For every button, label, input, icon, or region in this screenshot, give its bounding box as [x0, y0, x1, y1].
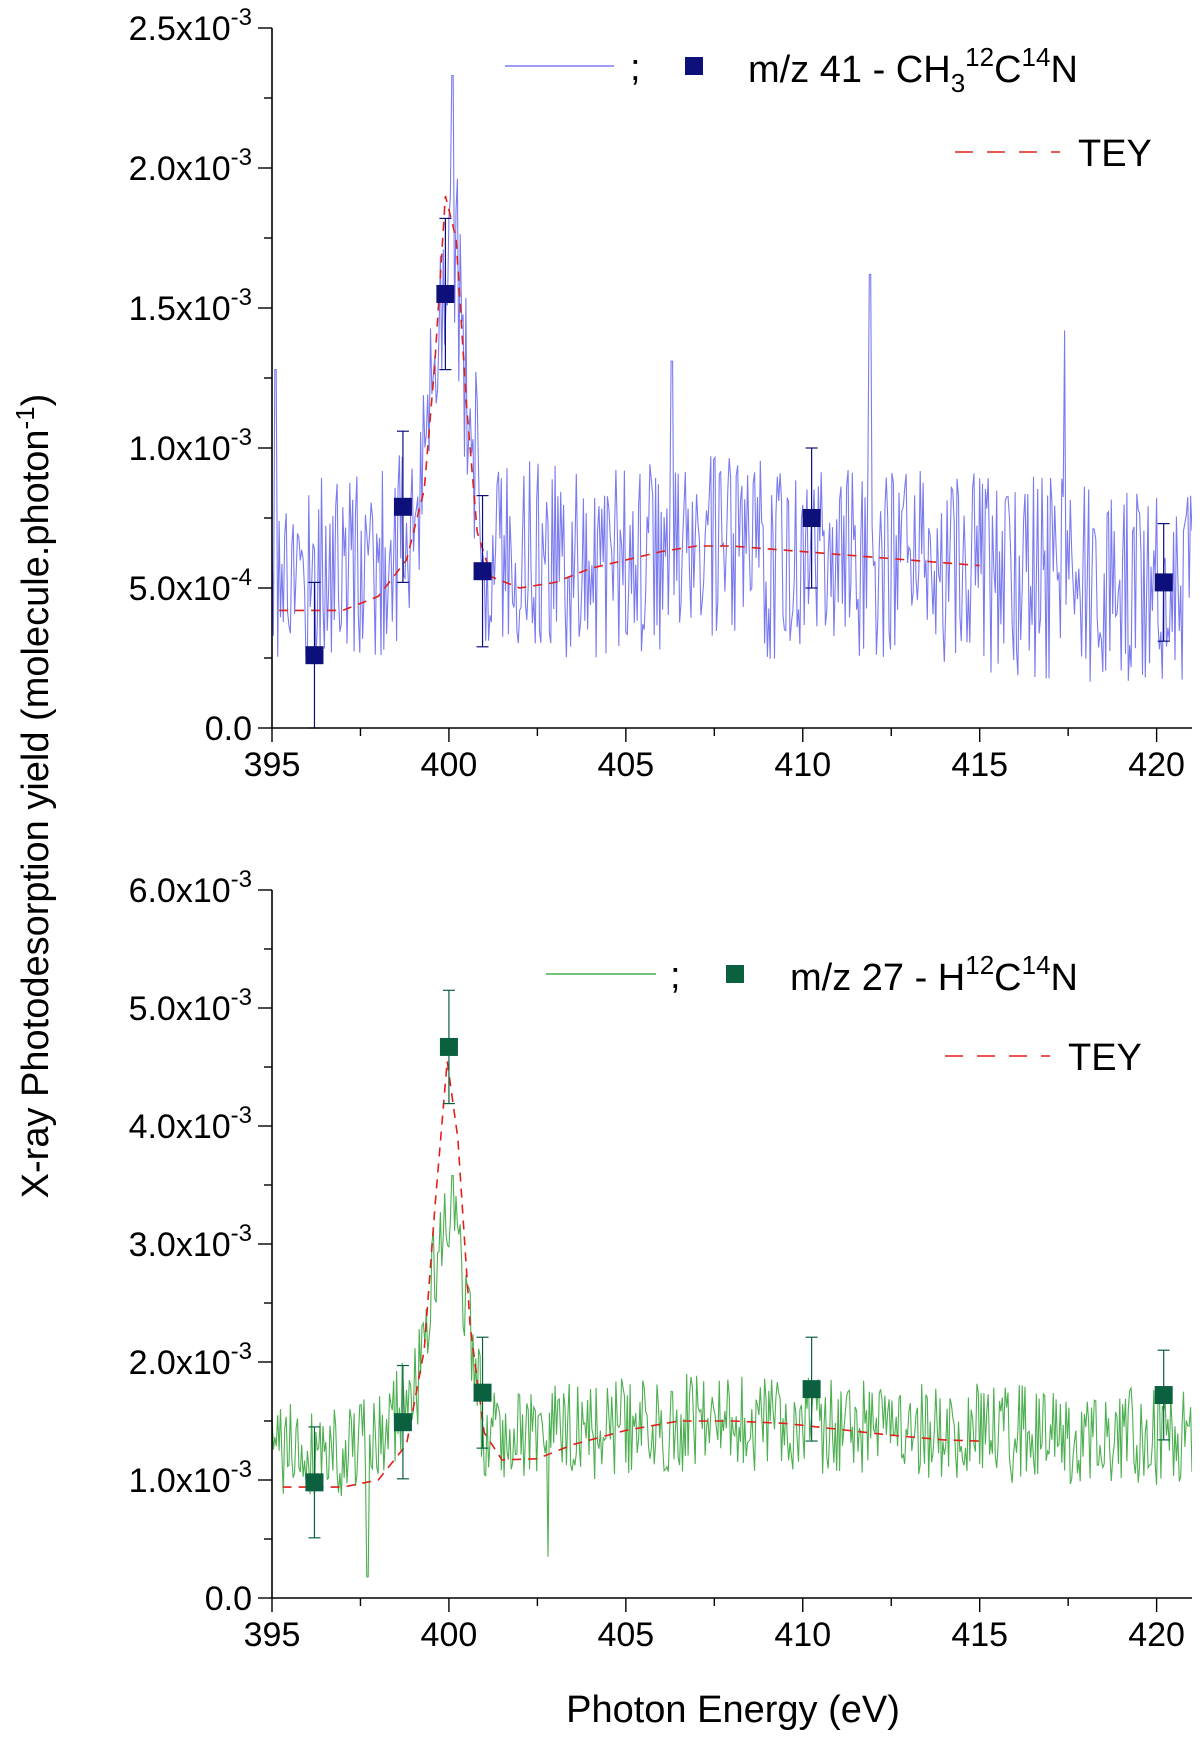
x-tick-label: 415: [951, 1616, 1008, 1654]
y-tick-label: 4.0x10-3: [129, 1102, 252, 1146]
data-marker: [439, 1037, 458, 1056]
y-tick-label: 5.0x10-3: [129, 984, 252, 1028]
y-axis-title-sup: -1: [10, 406, 40, 429]
legend-series-label: m/z 27 - H12C14N: [790, 950, 1078, 999]
y-tick-label: 3.0x10-3: [129, 1220, 252, 1264]
data-marker: [393, 1413, 412, 1432]
legend: ; m/z 27 - H12C14N TEY: [546, 950, 1142, 1079]
signal-line: [272, 1175, 1192, 1578]
y-tick-label: 1.0x10-3: [129, 424, 252, 468]
legend-marker-swatch: [726, 965, 744, 983]
data-marker: [436, 285, 455, 303]
y-tick-label: 6.0x10-3: [129, 866, 252, 910]
x-tick-label: 415: [951, 746, 1008, 784]
data-marker: [305, 646, 324, 665]
y-tick-label: 1.5x10-3: [129, 284, 252, 328]
legend-separator: ;: [670, 955, 681, 997]
data-marker: [393, 497, 412, 516]
x-tick-label: 410: [774, 1616, 831, 1654]
data-marker: [802, 509, 821, 527]
y-axis-title-close: ): [15, 394, 57, 407]
data-marker: [473, 562, 492, 581]
x-tick-label: 395: [244, 746, 301, 784]
x-tick-label: 405: [597, 746, 654, 784]
y-tick-label: 2.0x10-3: [129, 1338, 252, 1382]
top-panel: 395 400 405 410 415 420 0.0 5.0x10-4 1.0x10-3 1.5…: [129, 4, 1192, 784]
data-marker: [305, 1473, 324, 1492]
data-marker: [1154, 573, 1173, 592]
y-tick-label: 5.0x10-4: [129, 564, 252, 608]
x-tick-label: 400: [421, 1616, 478, 1654]
y-tick-label: 0.0: [205, 710, 252, 748]
y-tick-label: 2.5x10-3: [129, 4, 252, 48]
tey-line: [279, 195, 980, 612]
signal-line: [272, 75, 1192, 682]
tey-line: [282, 1060, 980, 1488]
x-tick-label: 405: [597, 1616, 654, 1654]
data-marker: [802, 1380, 821, 1399]
x-tick-label: 410: [774, 746, 831, 784]
y-axis-title-main: X-ray Photodesorption yield (molecule.ph…: [15, 429, 57, 1198]
data-marker: [473, 1383, 492, 1402]
x-axis-title: Photon Energy (eV): [566, 1689, 900, 1731]
legend-separator: ;: [630, 47, 641, 89]
y-tick-label: 2.0x10-3: [129, 144, 252, 188]
legend-tey-label: TEY: [1078, 133, 1152, 175]
y-axis-title: X-ray Photodesorption yield (molecule.ph…: [10, 394, 57, 1199]
data-marker: [1154, 1386, 1173, 1405]
legend-marker-swatch: [685, 57, 703, 75]
legend-tey-label: TEY: [1068, 1037, 1142, 1079]
y-tick-label: 1.0x10-3: [129, 1456, 252, 1500]
x-tick-label: 420: [1128, 1616, 1185, 1654]
x-tick-label: 395: [244, 1616, 301, 1654]
bottom-panel: 395 400 405 410 415 420 0.0 1.0x10-3 2.0x10-3 3.0…: [129, 866, 1192, 1654]
x-tick-label: 400: [421, 746, 478, 784]
legend-series-label: m/z 41 - CH312C14N: [748, 42, 1078, 98]
y-tick-label: 0.0: [205, 1580, 252, 1618]
x-tick-label: 420: [1128, 746, 1185, 784]
